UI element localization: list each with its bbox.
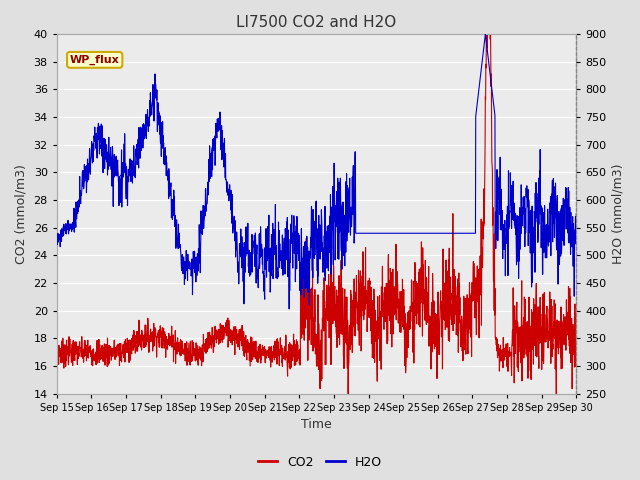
X-axis label: Time: Time bbox=[301, 419, 332, 432]
Title: LI7500 CO2 and H2O: LI7500 CO2 and H2O bbox=[236, 15, 397, 30]
Legend: CO2, H2O: CO2, H2O bbox=[253, 451, 387, 474]
Y-axis label: CO2 (mmol/m3): CO2 (mmol/m3) bbox=[15, 164, 28, 264]
Y-axis label: H2O (mmol/m3): H2O (mmol/m3) bbox=[612, 164, 625, 264]
Text: WP_flux: WP_flux bbox=[70, 55, 120, 65]
